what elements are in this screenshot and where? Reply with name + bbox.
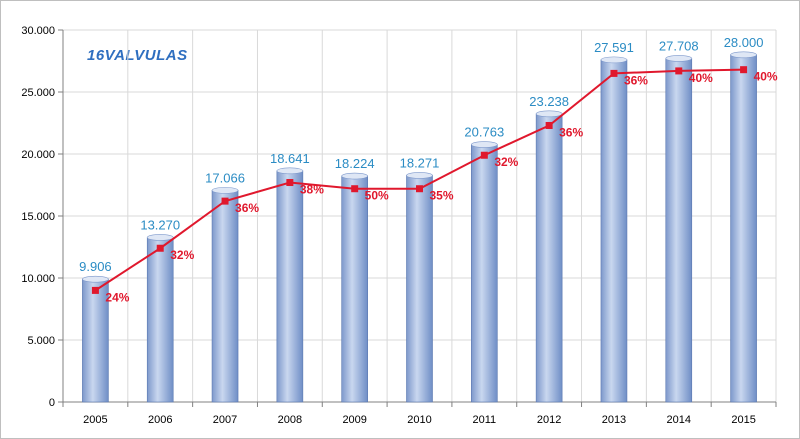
line-point	[351, 185, 359, 193]
x-tick-label: 2015	[731, 414, 755, 426]
x-tick-label: 2011	[472, 414, 496, 426]
line-percent-label: 35%	[430, 189, 454, 203]
x-tick-label: 2009	[342, 414, 366, 426]
bar-value-label: 17.066	[205, 170, 245, 185]
line-point	[416, 185, 423, 193]
bar	[276, 170, 304, 403]
line-percent-label: 36%	[624, 73, 648, 87]
bar-cap	[146, 234, 174, 241]
line-point	[610, 69, 618, 77]
bar-cap	[665, 55, 693, 62]
y-tick-label: 0	[49, 397, 55, 409]
y-tick-label: 25.000	[21, 87, 55, 99]
y-tick-label: 20.000	[21, 149, 55, 161]
line-percent-label: 50%	[365, 189, 389, 203]
bar	[730, 54, 757, 403]
line-series	[91, 66, 748, 294]
y-tick-label: 15.000	[21, 211, 55, 223]
line-point	[545, 121, 553, 129]
bar	[82, 278, 109, 403]
bar-series	[82, 51, 757, 403]
bar-value-label: 13.270	[140, 217, 180, 232]
data-labels: 9.906 13.270 17.066 18.641 18.224 18.271 20.76…	[79, 35, 778, 305]
bar-cap	[211, 187, 239, 194]
line-percent-label: 36%	[235, 201, 259, 215]
bar	[471, 144, 498, 403]
bar-value-label: 23.238	[529, 94, 569, 109]
line-percent-label: 40%	[689, 71, 713, 85]
x-tick-label: 2013	[602, 414, 626, 426]
x-tick-label: 2006	[148, 414, 172, 426]
x-tick-label: 2012	[537, 414, 561, 426]
bar-value-label: 20.763	[464, 125, 504, 140]
line-percent-label: 32%	[170, 248, 194, 262]
bar	[600, 59, 628, 403]
bar-value-label: 27.708	[659, 38, 699, 53]
bar-value-label: 28.000	[724, 35, 764, 50]
bar-value-label: 27.591	[594, 40, 634, 55]
brand-logo: 16VALVULAS	[87, 45, 187, 71]
x-tick-label: 2010	[407, 414, 431, 426]
line-point	[91, 286, 99, 294]
bar-cap	[82, 275, 109, 283]
y-tick-label: 30.000	[21, 25, 55, 37]
bar	[146, 237, 174, 403]
bar-value-label: 18.271	[400, 155, 440, 170]
bar-value-label: 18.641	[270, 151, 310, 166]
bar-cap	[600, 56, 628, 64]
x-tick-label: 2007	[213, 414, 237, 426]
y-tick-label: 5.000	[27, 335, 55, 347]
bar-cap	[406, 172, 433, 179]
bar-cap	[730, 51, 757, 59]
line-point	[675, 67, 683, 75]
y-tick-label: 10.000	[21, 273, 55, 285]
x-tick-label: 2014	[667, 414, 691, 426]
bar	[535, 113, 563, 403]
bar	[211, 190, 239, 403]
line-point	[221, 197, 229, 205]
bar-value-label: 9.906	[79, 259, 112, 274]
line-percent-label: 24%	[105, 290, 129, 304]
gridlines	[63, 29, 777, 402]
x-tick-label: 2008	[278, 414, 302, 426]
line-point	[480, 151, 488, 159]
bar-cap	[341, 172, 368, 180]
line-percent-label: 32%	[494, 155, 518, 169]
brand-logo-text: 16VALVULAS	[87, 47, 188, 64]
line-point	[286, 179, 294, 187]
bar-value-label: 18.224	[335, 156, 375, 171]
line-point	[156, 244, 164, 252]
bar-cap	[535, 110, 563, 118]
line-percent-label: 38%	[300, 183, 324, 197]
bar	[341, 175, 368, 403]
x-tick-label: 2005	[83, 414, 107, 426]
bar-cap	[276, 167, 304, 175]
bar-cap	[471, 141, 498, 148]
bar	[665, 58, 693, 403]
axes: 0 5.000 10.000 15.000 20.000 25.000 30.000 2005…	[21, 25, 777, 426]
bar	[406, 175, 433, 403]
line-percent-label: 40%	[754, 70, 778, 84]
line-percent-label: 36%	[559, 125, 583, 139]
line-point	[740, 66, 748, 74]
